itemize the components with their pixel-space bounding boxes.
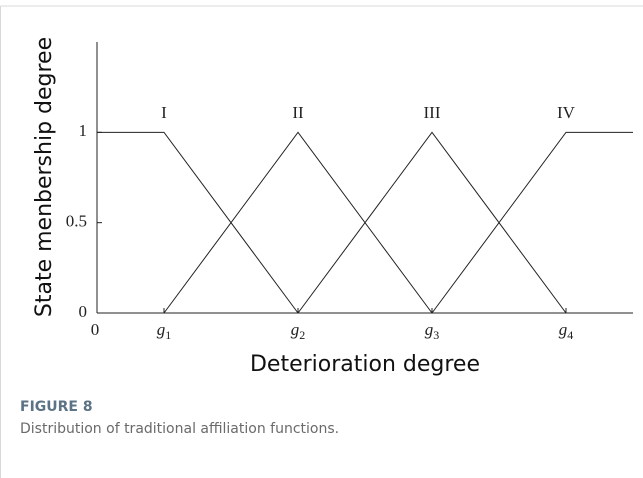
x-tick-label: g2 [291,320,306,342]
series-line [97,131,299,314]
x-tick-label: g4 [559,320,574,342]
y-tick-label: 0.5 [66,212,87,231]
series-line [297,131,567,314]
y-axis-label: State menbership degree [32,37,57,317]
x-tick-label: g1 [157,320,172,342]
series-label: IV [557,103,576,122]
figure-label: FIGURE 8 [20,399,93,415]
series-label: II [292,103,304,122]
x-axis-label: Deterioration degree [250,352,480,377]
series-line [431,131,633,314]
y-tick-label: 1 [79,121,88,140]
series-label: III [424,103,441,122]
caption: Distribution of traditional affiliation … [20,421,339,437]
x-tick-label: 0 [91,320,100,339]
series-label: I [161,103,167,122]
series-line [163,131,433,314]
y-tick-label: 0 [79,302,88,321]
x-tick-label: g3 [425,320,440,342]
